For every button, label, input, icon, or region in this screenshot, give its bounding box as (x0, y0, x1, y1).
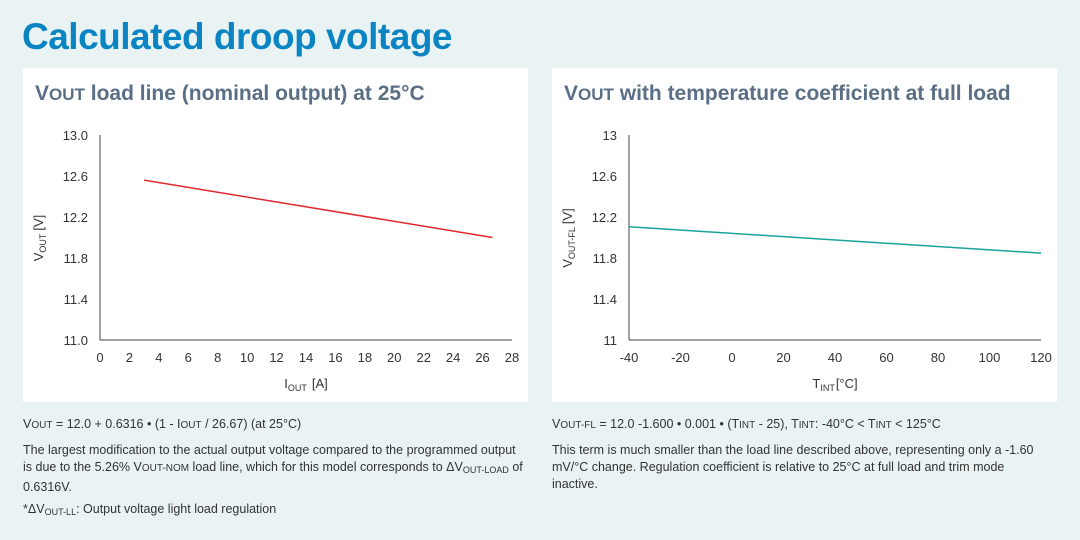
x-tick-label: 20 (387, 350, 401, 365)
x-tick-label: 80 (931, 350, 945, 365)
load-line-description: The largest modification to the actual o… (23, 443, 523, 494)
y-axis-label: VOUT-FL[V] (560, 208, 577, 268)
load-line-chart: 11.011.411.812.212.613.0 0 2 4 6 8 10 12 14 16 18… (31, 128, 519, 393)
x-tick-label: -40 (620, 350, 639, 365)
load-line-chart-panel: VOUT load line (nominal output) at 25°C … (23, 68, 528, 402)
x-tick-label: 12 (269, 350, 283, 365)
y-tick-label: 11.8 (593, 251, 617, 266)
x-tick-label: 14 (299, 350, 313, 365)
x-tick-label: 18 (358, 350, 372, 365)
x-tick-label: -20 (671, 350, 690, 365)
x-tick-label: 16 (328, 350, 342, 365)
y-tick-label: 11.4 (64, 292, 88, 307)
x-tick-label: 60 (879, 350, 893, 365)
y-axis-label: VOUT[V] (31, 215, 48, 262)
x-axis-label: TINT[°C] (812, 376, 857, 393)
temp-coefficient-chart: 11 11.4 11.8 12.2 12.6 13 -40 -20 0 20 40 60 80 100 1… (560, 128, 1052, 393)
x-tick-label: 4 (155, 350, 162, 365)
x-tick-label: 6 (185, 350, 192, 365)
temp-coefficient-chart-title: VOUT with temperature coefficient at ful… (564, 82, 1011, 105)
series-line (143, 179, 493, 239)
temp-coefficient-formula: VOUT-FL = 12.0 -1.600 • 0.001 • (TINT - … (552, 417, 941, 431)
x-axis-label: IOUT [A] (284, 376, 328, 393)
load-line-formula: VOUT = 12.0 + 0.6316 • (1 - IOUT / 26.67… (23, 417, 302, 431)
y-tick-label: 12.2 (592, 210, 617, 225)
x-tick-label: 120 (1030, 350, 1052, 365)
x-tick-label: 0 (96, 350, 103, 365)
x-tick-label: 20 (776, 350, 790, 365)
footnote: *ΔVOUT-LL: Output voltage light load reg… (23, 502, 277, 517)
x-tick-label: 40 (828, 350, 842, 365)
y-tick-label: 11.4 (593, 292, 617, 307)
y-tick-label: 11 (604, 333, 618, 348)
x-tick-label: 24 (446, 350, 460, 365)
x-tick-label: 2 (126, 350, 133, 365)
x-tick-label: 28 (505, 350, 519, 365)
y-tick-label: 13.0 (63, 128, 88, 143)
x-tick-label: 0 (728, 350, 735, 365)
y-tick-label: 12.2 (63, 210, 88, 225)
y-tick-label: 11.8 (64, 251, 88, 266)
x-tick-label: 8 (214, 350, 221, 365)
y-tick-label: 13 (603, 128, 617, 143)
x-tick-label: 26 (475, 350, 489, 365)
x-tick-label: 22 (416, 350, 430, 365)
y-tick-label: 11.0 (64, 333, 88, 348)
y-tick-label: 12.6 (592, 169, 617, 184)
x-tick-label: 10 (240, 350, 254, 365)
temp-coefficient-description: This term is much smaller than the load … (552, 443, 1034, 491)
page-title: Calculated droop voltage (22, 16, 453, 57)
y-tick-label: 12.6 (63, 169, 88, 184)
x-tick-label: 100 (979, 350, 1001, 365)
load-line-chart-title: VOUT load line (nominal output) at 25°C (35, 82, 425, 105)
temp-coefficient-chart-panel: VOUT with temperature coefficient at ful… (552, 68, 1057, 402)
series-line (628, 226, 1042, 254)
